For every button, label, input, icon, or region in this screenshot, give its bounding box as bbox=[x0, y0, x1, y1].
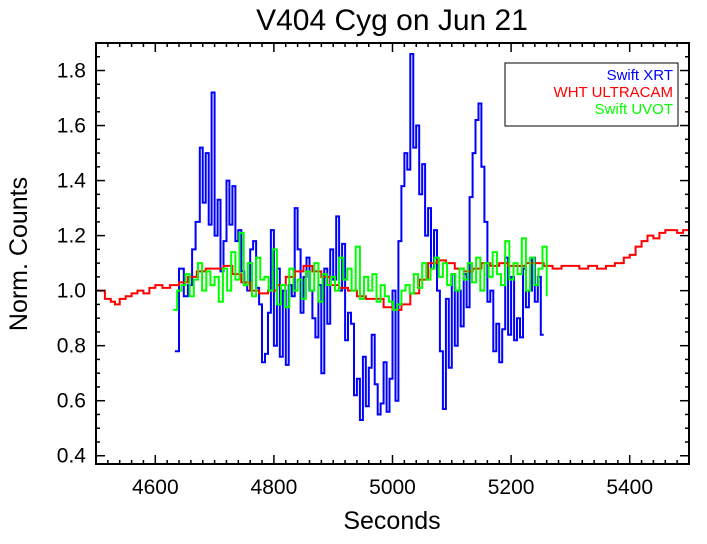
y-tick-label: 0.4 bbox=[57, 445, 87, 468]
series-line-swift-xrt bbox=[174, 53, 544, 421]
x-axis-label: Seconds bbox=[343, 507, 440, 535]
y-tick-label: 1.6 bbox=[57, 115, 86, 138]
x-tick-label: 4800 bbox=[251, 476, 298, 499]
series-layer bbox=[96, 53, 690, 421]
y-tick-label: 1.0 bbox=[57, 280, 86, 303]
chart-title: V404 Cyg on Jun 21 bbox=[256, 4, 528, 37]
y-tick-label: 1.8 bbox=[57, 60, 86, 83]
legend-entry: Swift XRT bbox=[607, 67, 673, 84]
x-tick-label: 4600 bbox=[132, 476, 179, 499]
legend-box bbox=[504, 62, 679, 127]
legend-entry: Swift UVOT bbox=[595, 101, 673, 118]
y-tick-label: 0.6 bbox=[57, 390, 86, 413]
y-tick-label: 1.2 bbox=[57, 225, 86, 248]
x-tick-label: 5000 bbox=[369, 476, 416, 499]
y-axis-label: Norm. Counts bbox=[5, 177, 33, 331]
legend-entry: WHT ULTRACAM bbox=[554, 84, 673, 101]
x-axis: 4600 4800 5000 5200 5400 bbox=[95, 43, 690, 499]
x-tick-label: 5200 bbox=[488, 476, 535, 499]
series-line-swift-uvot bbox=[173, 231, 548, 311]
y-axis: 0.4 0.6 0.8 1.0 1.2 1.4 1.6 1.8 bbox=[57, 42, 689, 468]
x-tick-label: 5400 bbox=[606, 476, 653, 499]
y-tick-label: 1.4 bbox=[57, 170, 87, 193]
y-tick-label: 0.8 bbox=[57, 335, 86, 358]
